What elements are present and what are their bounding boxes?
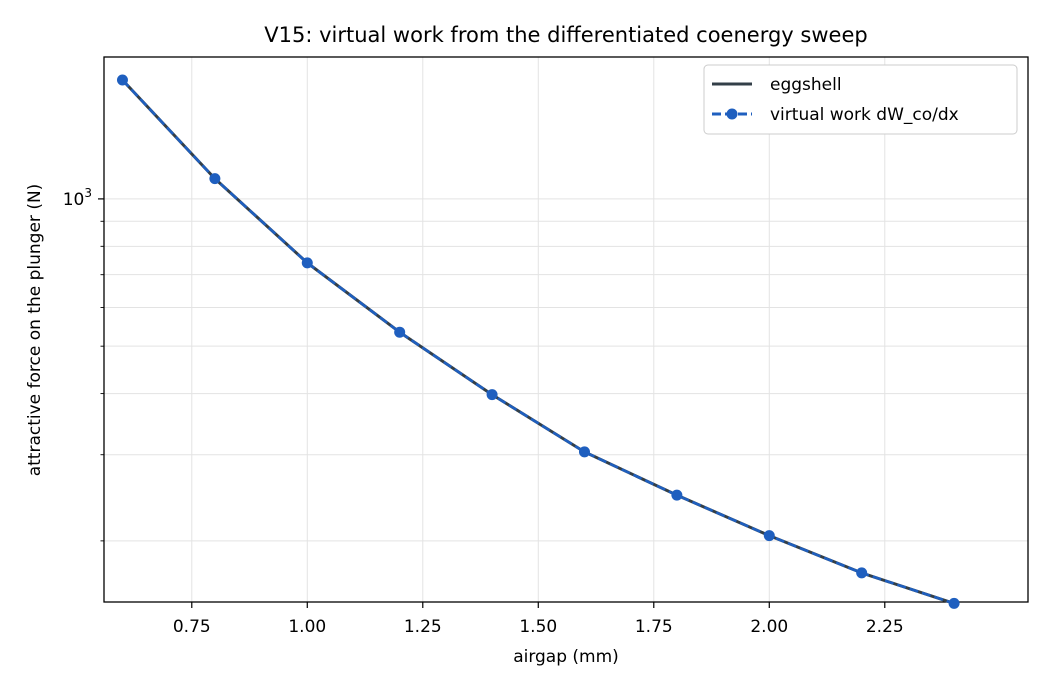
x-tick-label: 2.00 (750, 617, 788, 637)
data-point-virtual-work (578, 446, 590, 458)
x-tick-label: 1.75 (635, 617, 673, 637)
series-line-virtual-work (121, 79, 955, 605)
x-axis-label: airgap (mm) (513, 647, 619, 667)
plot-area (103, 56, 1029, 603)
x-axis: 0.75 1.00 1.25 1.50 1.75 2.00 2.25 (173, 602, 904, 637)
legend-label-virtual-work: virtual work dW_co/dx (770, 105, 959, 125)
legend-marker-virtual-work (726, 108, 738, 120)
y-axis: 103 (63, 186, 104, 542)
y-axis-label: attractive force on the plunger (N) (25, 184, 45, 477)
x-tick-label: 0.75 (173, 617, 211, 637)
legend-label-eggshell: eggshell (770, 75, 842, 95)
data-point-virtual-work (209, 173, 221, 185)
data-point-virtual-work (486, 389, 498, 401)
legend-box (703, 64, 1018, 135)
series-layer (116, 74, 960, 609)
data-point-virtual-work (301, 257, 313, 269)
chart-title: V15: virtual work from the differentiate… (264, 23, 867, 47)
data-point-virtual-work (948, 597, 960, 609)
data-point-virtual-work (763, 530, 775, 542)
x-tick-label: 1.25 (404, 617, 442, 637)
y-tick-label: 103 (63, 186, 92, 210)
x-tick-label: 1.50 (519, 617, 557, 637)
data-point-virtual-work (116, 74, 128, 86)
x-tick-label: 1.00 (288, 617, 326, 637)
data-point-virtual-work (394, 326, 406, 338)
data-point-virtual-work (856, 567, 868, 579)
data-point-virtual-work (671, 489, 683, 501)
legend: eggshell virtual work dW_co/dx (703, 64, 1018, 135)
grid (104, 57, 1028, 602)
x-tick-label: 2.25 (866, 617, 904, 637)
